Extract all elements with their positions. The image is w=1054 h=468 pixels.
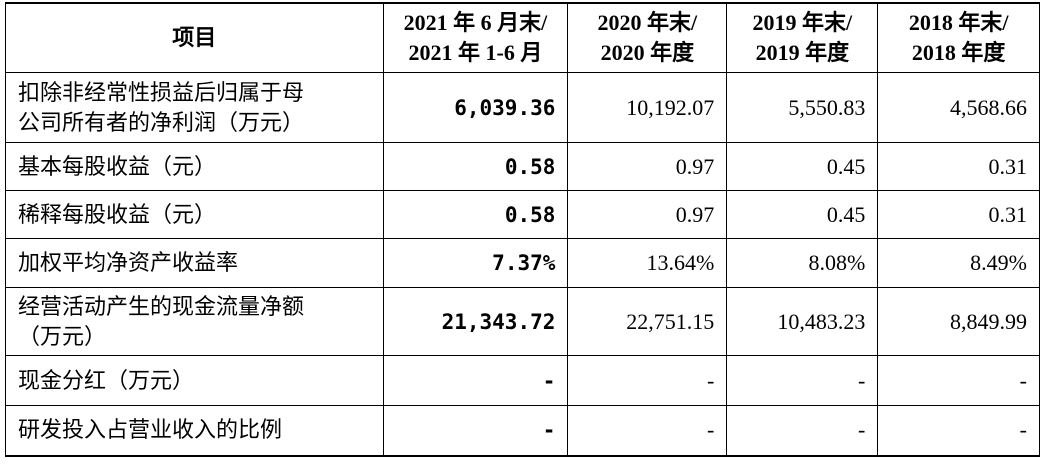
header-text: 2020 年度 (600, 40, 695, 65)
value-text: 0.45 (826, 153, 866, 179)
header-cell: 2021 年 6 月末/2021 年 1-6 月 (382, 2, 569, 73)
value-cell: 8,849.99 (877, 287, 1040, 356)
header-text: 项目 (172, 25, 217, 50)
value-cell: 6,039.36 (382, 72, 569, 143)
label-text: 经营活动产生的现金流量净额（万元） (18, 293, 305, 349)
value-text: - (706, 417, 715, 443)
label-text: 稀释每股收益（元） (18, 201, 217, 227)
value-text: 8.08% (808, 250, 866, 275)
value-cell: 4,568.66 (877, 72, 1040, 143)
label-cell: 基本每股收益（元） (5, 142, 384, 191)
data-row: 现金分红（万元） - - - - (5, 355, 1040, 406)
header-cell: 2019 年末/2019 年度 (726, 2, 879, 73)
value-cell: 21,343.72 (382, 287, 569, 356)
value-cell: 0.45 (726, 190, 879, 239)
value-text: - (706, 367, 715, 393)
header-cell: 2020 年末/2020 年度 (567, 2, 728, 73)
header-text: 2020 年末/ (597, 10, 698, 35)
value-text: 21,343.72 (441, 309, 556, 334)
value-text: 8,849.99 (950, 308, 1027, 334)
value-text: 4,568.66 (950, 94, 1027, 120)
value-text: 8.49% (970, 250, 1027, 275)
header-row: 项目 2021 年 6 月末/2021 年 1-6 月 2020 年末/2020 年… (5, 2, 1040, 73)
value-cell: - (382, 355, 569, 406)
financial-table: 项目 2021 年 6 月末/2021 年 1-6 月 2020 年末/2020 年… (5, 2, 1040, 457)
header-text: 2021 年 6 月末/ (403, 10, 548, 35)
label-cell: 现金分红（万元） (5, 355, 384, 406)
value-text: 13.64% (646, 250, 715, 275)
value-cell: - (726, 405, 879, 457)
data-row: 基本每股收益（元） 0.58 0.97 0.45 0.31 (5, 142, 1040, 191)
value-cell: 0.97 (567, 190, 728, 239)
value-cell: 8.49% (877, 238, 1040, 288)
value-cell: - (877, 355, 1040, 406)
label-text: 加权平均净资产收益率 (18, 250, 239, 275)
value-text: 0.31 (988, 153, 1028, 179)
header-text: 2021 年 1-6 月 (408, 40, 543, 65)
value-cell: 0.45 (726, 142, 879, 191)
value-text: - (858, 367, 866, 393)
value-cell: 0.97 (567, 142, 728, 191)
value-cell: - (567, 355, 728, 406)
value-cell: - (382, 405, 569, 457)
data-row: 稀释每股收益（元） 0.58 0.97 0.45 0.31 (5, 190, 1040, 239)
header-cell: 2018 年末/2018 年度 (877, 2, 1040, 73)
value-text: 10,483.23 (777, 308, 866, 334)
header-text: 2019 年度 (755, 40, 850, 65)
value-cell: - (877, 405, 1040, 457)
value-cell: 0.31 (877, 190, 1040, 239)
value-text: 0.45 (826, 201, 866, 227)
value-cell: 7.37% (382, 238, 569, 288)
header-text: 2018 年末/ (908, 10, 1009, 35)
data-row: 扣除非经常性损益后归属于母公司所有者的净利润（万元） 6,039.36 10,192… (5, 72, 1040, 143)
value-cell: - (726, 355, 879, 406)
data-row: 经营活动产生的现金流量净额（万元） 21,343.72 22,751.15 10,48… (5, 287, 1040, 356)
value-text: 6,039.36 (454, 95, 556, 120)
label-cell: 扣除非经常性损益后归属于母公司所有者的净利润（万元） (5, 72, 384, 143)
value-text: - (542, 368, 556, 393)
label-cell: 稀释每股收益（元） (5, 190, 384, 239)
label-text: 基本每股收益（元） (18, 153, 217, 179)
value-text: 0.58 (504, 154, 556, 179)
value-text: - (1019, 417, 1027, 443)
value-text: - (1019, 367, 1027, 393)
value-text: 5,550.83 (788, 94, 866, 120)
value-cell: - (567, 405, 728, 457)
value-text: 0.97 (675, 153, 715, 179)
value-text: - (542, 418, 556, 443)
label-cell: 研发投入占营业收入的比例 (5, 405, 384, 457)
value-text: 0.58 (504, 202, 556, 227)
label-text: 扣除非经常性损益后归属于母公司所有者的净利润（万元） (18, 79, 305, 135)
value-cell: 0.31 (877, 142, 1040, 191)
header-text: 2019 年末/ (752, 10, 853, 35)
header-text: 2018 年度 (911, 40, 1006, 65)
value-cell: 10,483.23 (726, 287, 879, 356)
value-cell: 5,550.83 (726, 72, 879, 143)
value-cell: 8.08% (726, 238, 879, 288)
header-cell: 项目 (5, 2, 384, 73)
value-cell: 0.58 (382, 142, 569, 191)
value-text: 10,192.07 (626, 94, 715, 120)
value-cell: 22,751.15 (567, 287, 728, 356)
label-text: 研发投入占营业收入的比例 (18, 417, 283, 443)
value-cell: 0.58 (382, 190, 569, 239)
value-text: 0.31 (988, 201, 1028, 227)
value-text: 7.37% (492, 251, 556, 275)
label-cell: 加权平均净资产收益率 (5, 238, 384, 288)
value-text: - (858, 417, 866, 443)
label-cell: 经营活动产生的现金流量净额（万元） (5, 287, 384, 356)
value-cell: 13.64% (567, 238, 728, 288)
value-text: 22,751.15 (626, 308, 715, 334)
value-text: 0.97 (675, 201, 715, 227)
value-cell: 10,192.07 (567, 72, 728, 143)
label-text: 现金分红（万元） (18, 367, 195, 393)
data-row: 加权平均净资产收益率 7.37% 13.64% 8.08% 8.49% (5, 238, 1040, 288)
data-row: 研发投入占营业收入的比例 - - - - (5, 405, 1040, 457)
